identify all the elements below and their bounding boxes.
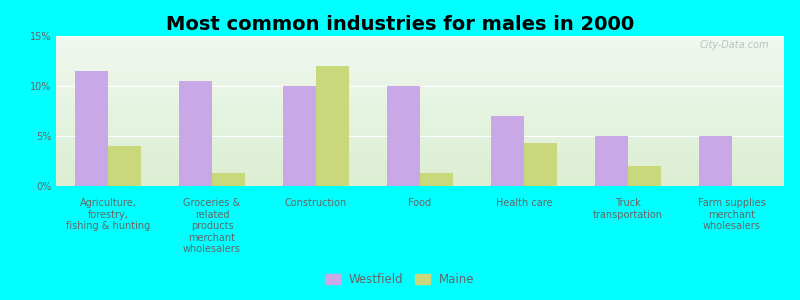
Bar <box>282 86 316 186</box>
Bar <box>212 173 246 186</box>
Bar <box>524 143 558 186</box>
Text: Farm supplies
merchant
wholesalers: Farm supplies merchant wholesalers <box>698 198 766 231</box>
Bar <box>108 146 142 186</box>
Text: Truck
transportation: Truck transportation <box>593 198 663 220</box>
Text: Groceries &
related
products
merchant
wholesalers: Groceries & related products merchant wh… <box>183 198 241 254</box>
Bar <box>316 66 350 186</box>
Bar <box>178 81 212 186</box>
Bar <box>386 86 420 186</box>
Bar <box>698 136 732 186</box>
Text: City-Data.com: City-Data.com <box>700 40 770 50</box>
Bar <box>74 71 108 186</box>
Text: Agriculture,
forestry,
fishing & hunting: Agriculture, forestry, fishing & hunting <box>66 198 150 231</box>
Bar <box>594 136 628 186</box>
Bar <box>628 166 662 186</box>
Text: Food: Food <box>409 198 431 208</box>
Text: Health care: Health care <box>496 198 552 208</box>
Text: Construction: Construction <box>285 198 347 208</box>
Text: Most common industries for males in 2000: Most common industries for males in 2000 <box>166 15 634 34</box>
Bar <box>490 116 524 186</box>
Legend: Westfield, Maine: Westfield, Maine <box>321 269 479 291</box>
Bar <box>420 173 454 186</box>
